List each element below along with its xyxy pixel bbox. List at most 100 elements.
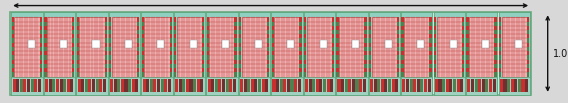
Bar — [365, 43, 367, 47]
Bar — [175, 79, 178, 92]
Bar — [283, 79, 286, 92]
Bar — [235, 34, 237, 39]
Bar — [499, 55, 502, 60]
Bar — [336, 51, 339, 55]
Bar — [40, 34, 42, 39]
Bar — [319, 79, 323, 92]
Bar — [332, 60, 334, 64]
Bar — [141, 77, 173, 95]
Bar — [304, 72, 306, 77]
Bar — [235, 17, 237, 22]
Bar — [304, 22, 306, 26]
Bar — [527, 47, 529, 51]
Bar — [341, 79, 344, 92]
Bar — [141, 60, 144, 64]
Bar — [466, 60, 469, 64]
Bar — [272, 12, 303, 95]
Bar — [365, 72, 367, 77]
Bar — [332, 22, 334, 26]
Bar — [105, 72, 107, 77]
Bar — [210, 17, 235, 77]
Bar — [70, 79, 73, 92]
Bar — [12, 64, 14, 68]
Bar — [466, 47, 469, 51]
Bar — [369, 39, 371, 43]
Bar — [77, 43, 79, 47]
Bar — [494, 72, 496, 77]
Bar — [499, 51, 502, 55]
Bar — [109, 60, 111, 64]
Bar — [434, 43, 436, 47]
Bar — [369, 43, 371, 47]
Bar — [299, 68, 302, 72]
Bar — [466, 34, 469, 39]
Bar — [429, 64, 432, 68]
Bar — [169, 22, 172, 26]
Bar — [369, 51, 371, 55]
Bar — [207, 72, 209, 77]
Bar — [105, 43, 107, 47]
Bar — [287, 40, 294, 48]
Bar — [235, 47, 237, 51]
Bar — [235, 30, 237, 34]
Bar — [494, 51, 496, 55]
Bar — [332, 17, 334, 22]
Bar — [206, 12, 237, 95]
Bar — [77, 60, 79, 64]
Bar — [251, 79, 254, 92]
Bar — [109, 43, 111, 47]
Bar — [272, 43, 274, 47]
Bar — [401, 12, 432, 95]
Bar — [72, 17, 74, 22]
Bar — [514, 79, 517, 92]
Bar — [235, 22, 237, 26]
Bar — [235, 60, 237, 64]
Bar — [466, 12, 498, 95]
Bar — [202, 22, 204, 26]
Bar — [304, 47, 306, 51]
Bar — [402, 55, 404, 60]
Bar — [105, 51, 107, 55]
Bar — [299, 39, 302, 43]
Bar — [207, 26, 209, 30]
Bar — [72, 55, 74, 60]
Bar — [304, 17, 306, 22]
Bar — [369, 77, 400, 95]
Bar — [499, 77, 530, 95]
Bar — [141, 34, 144, 39]
Bar — [78, 79, 81, 92]
Bar — [402, 47, 404, 51]
Bar — [397, 47, 399, 51]
Bar — [95, 79, 99, 92]
Bar — [503, 79, 507, 92]
Bar — [105, 17, 107, 22]
Bar — [109, 22, 111, 26]
Bar — [40, 68, 42, 72]
Bar — [406, 79, 409, 92]
Bar — [174, 77, 205, 95]
Bar — [239, 64, 241, 68]
Bar — [225, 79, 228, 92]
Bar — [434, 34, 436, 39]
Bar — [182, 79, 185, 92]
Bar — [169, 26, 172, 30]
Bar — [12, 79, 16, 92]
Bar — [34, 79, 37, 92]
Bar — [157, 40, 165, 48]
Bar — [137, 26, 139, 30]
Bar — [153, 79, 156, 92]
Bar — [40, 64, 42, 68]
Bar — [11, 12, 43, 95]
Bar — [89, 79, 91, 92]
Bar — [76, 12, 108, 95]
Bar — [202, 43, 204, 47]
Bar — [494, 47, 496, 51]
Bar — [486, 79, 488, 92]
Bar — [105, 22, 107, 26]
Bar — [370, 79, 373, 92]
Bar — [305, 79, 308, 92]
Bar — [462, 60, 464, 64]
Bar — [489, 79, 492, 92]
Bar — [157, 79, 160, 92]
Bar — [60, 79, 62, 92]
